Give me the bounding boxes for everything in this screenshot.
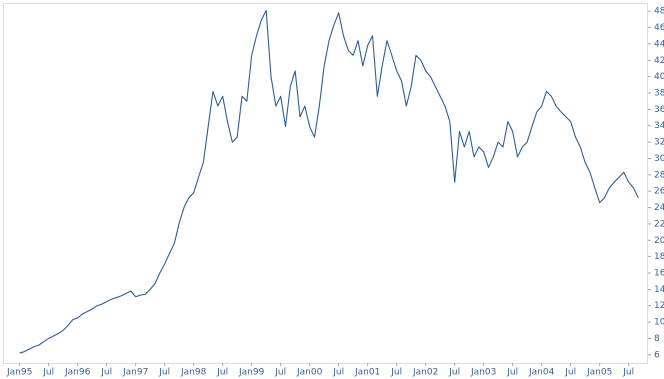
x-tick-label: Jan96 xyxy=(64,368,91,378)
x-tick-label: Jul xyxy=(42,368,54,378)
y-tick-label: 24 xyxy=(654,203,664,213)
y-tick-label: 48 xyxy=(654,7,664,17)
y-tick-label: 18 xyxy=(654,252,664,262)
x-tick-label: Jan95 xyxy=(6,368,32,378)
x-tick-label: Jan03 xyxy=(470,368,496,378)
y-tick-label: 44 xyxy=(654,39,664,49)
y-tick-label: 42 xyxy=(654,56,664,66)
y-tick-label: 28 xyxy=(654,170,664,180)
x-tick-label: Jan01 xyxy=(354,368,380,378)
x-tick-label: Jul xyxy=(216,368,228,378)
y-tick-label: 8 xyxy=(654,334,660,344)
x-tick-label: Jul xyxy=(332,368,344,378)
x-tick-label: Jul xyxy=(390,368,402,378)
y-tick-label: 32 xyxy=(654,138,664,148)
x-tick-label: Jul xyxy=(506,368,518,378)
y-tick-label: 36 xyxy=(654,105,664,115)
x-tick-label: Jul xyxy=(622,368,634,378)
x-tick-label: Jul xyxy=(100,368,112,378)
y-tick-label: 10 xyxy=(654,318,664,328)
data-line xyxy=(19,9,639,354)
y-tick-label: 38 xyxy=(654,89,664,99)
x-tick-label: Jan97 xyxy=(122,368,148,378)
x-tick-label: Jul xyxy=(564,368,576,378)
x-tick-label: Jan04 xyxy=(528,368,555,378)
y-tick-label: 6 xyxy=(654,350,660,360)
y-tick-label: 26 xyxy=(654,187,664,197)
x-tick-label: Jul xyxy=(448,368,460,378)
y-tick-label: 30 xyxy=(654,154,664,164)
x-tick-label: Jan99 xyxy=(238,368,265,378)
y-tick-label: 22 xyxy=(654,219,664,229)
y-tick-label: 40 xyxy=(654,72,664,82)
x-tick-label: Jan05 xyxy=(586,368,612,378)
y-tick-label: 34 xyxy=(654,121,664,131)
x-tick-label: Jul xyxy=(274,368,286,378)
y-tick-label: 14 xyxy=(654,285,664,295)
x-tick-label: Jan00 xyxy=(296,368,323,378)
y-tick-label: 46 xyxy=(654,23,664,33)
plot-frame xyxy=(3,3,648,364)
y-tick-label: 12 xyxy=(654,301,664,311)
x-tick-label: Jan02 xyxy=(412,368,438,378)
y-tick-label: 20 xyxy=(654,236,664,246)
y-tick-label: 16 xyxy=(654,269,664,279)
x-tick-label: Jan98 xyxy=(180,368,207,378)
x-tick-label: Jul xyxy=(158,368,170,378)
